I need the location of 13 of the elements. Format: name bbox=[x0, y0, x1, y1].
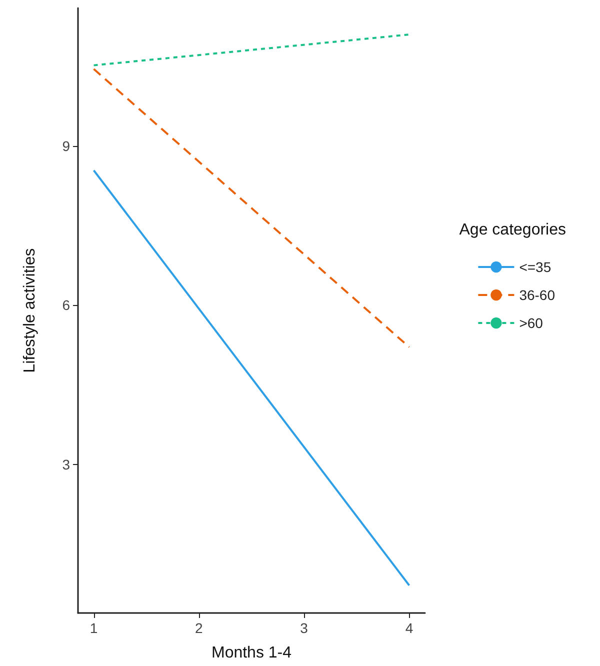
legend-label: 36-60 bbox=[519, 287, 556, 303]
y-tick-label: 3 bbox=[62, 456, 70, 472]
legend-label: <=35 bbox=[519, 259, 552, 275]
x-tick-label: 4 bbox=[405, 620, 414, 636]
x-tick-label: 3 bbox=[300, 620, 308, 636]
x-axis-title: Months 1-4 bbox=[211, 644, 292, 662]
y-axis-title: Lifestyle activities bbox=[22, 248, 38, 373]
x-tick-label: 2 bbox=[195, 620, 204, 636]
legend-title: Age categories bbox=[459, 222, 566, 238]
x-tick-label: 1 bbox=[90, 620, 98, 636]
legend-label: >60 bbox=[519, 315, 544, 331]
y-tick-label: 9 bbox=[62, 138, 70, 154]
y-tick-label: 6 bbox=[62, 297, 70, 314]
